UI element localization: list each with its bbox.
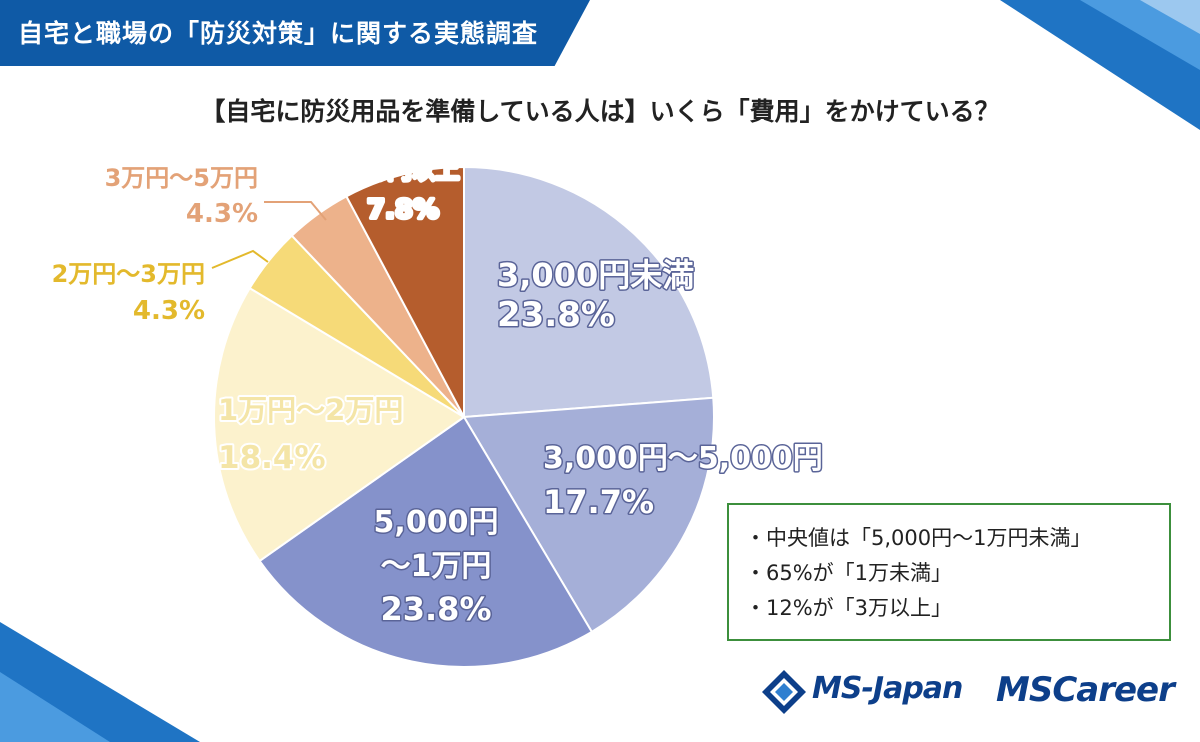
summary-note-box: ・中央値は「5,000円～1万円未満」 ・65%が「1万未満」 ・12%が「3万… bbox=[727, 503, 1171, 641]
pie-label-name-3: ～1万円 bbox=[381, 549, 492, 584]
pie-label-name-5: 2万円～3万円 bbox=[52, 260, 205, 288]
pie-slice-3 bbox=[258, 415, 594, 668]
ms-japan-logo-mark bbox=[762, 670, 806, 714]
note-median: ・中央値は「5,000円～1万円未満」 bbox=[745, 526, 1092, 550]
pie-slice-1 bbox=[463, 165, 715, 419]
pie-label-name-1: 3,000円未満 bbox=[497, 256, 694, 294]
header-title: 自宅と職場の「防災対策」に関する実態調査 bbox=[18, 19, 539, 48]
ms-japan-logo: MS-Japan bbox=[812, 671, 963, 706]
pie-label-name-3: 5,000円 bbox=[374, 505, 499, 540]
pie-label-value-1: 23.8% bbox=[497, 295, 615, 335]
pie-slice-7 bbox=[345, 165, 465, 418]
ms-career-logo: MSCareer bbox=[996, 670, 1175, 710]
chart-question-title: 【自宅に防災用品を準備している人は】いくら「費用」をかけている？ bbox=[200, 97, 1000, 126]
leader-line-5 bbox=[211, 249, 269, 269]
pie-label-name-4: 1万円～2万円 bbox=[218, 393, 403, 427]
note-over-30k: ・12%が「3万以上」 bbox=[745, 596, 953, 620]
pie-label-value-4: 18.4% bbox=[218, 440, 326, 476]
pie-label-name-2: 3,000円～5,000円 bbox=[543, 441, 823, 476]
header-banner bbox=[0, 0, 590, 66]
pie-slice-4 bbox=[213, 286, 466, 563]
note-under-10k: ・65%が「1万未満」 bbox=[745, 561, 953, 585]
pie-slice-2 bbox=[462, 396, 715, 634]
corner-decoration-top-right bbox=[1000, 0, 1200, 130]
leader-line-6 bbox=[264, 201, 327, 221]
pie-label-name-7: 5万円以上 bbox=[347, 156, 460, 184]
pie-label-value-2: 17.7% bbox=[543, 483, 654, 521]
pie-label-value-7: 7.8% bbox=[367, 195, 439, 225]
pie-label-name-6: 3万円～5万円 bbox=[105, 164, 258, 192]
pie-label-value-3: 23.8% bbox=[380, 590, 491, 628]
pie-label-value-5: 4.3% bbox=[133, 296, 205, 326]
corner-decoration-bottom-left bbox=[0, 622, 200, 742]
pie-label-value-6: 4.3% bbox=[186, 199, 258, 229]
